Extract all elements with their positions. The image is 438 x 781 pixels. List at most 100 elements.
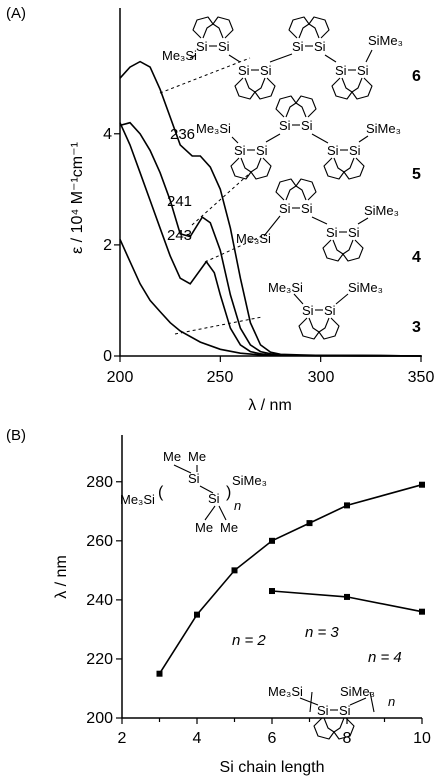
peak-label-236: 236 — [170, 126, 195, 143]
annotation-n3: n = 3 — [305, 624, 339, 641]
compound-number-6: 6 — [412, 68, 421, 85]
si-si-unit: Si Si — [230, 143, 272, 180]
series-line-1 — [158, 483, 423, 675]
data-point — [231, 567, 238, 574]
si-atom: Si — [218, 39, 230, 54]
x-tick-label: 4 — [193, 730, 202, 747]
si-si-unit: Si Si — [192, 16, 234, 54]
data-point — [419, 608, 425, 615]
data-point — [269, 537, 275, 544]
si-atom: Si — [335, 63, 347, 78]
si-atom: Si — [292, 39, 304, 54]
structure-bracket: ) — [226, 484, 231, 501]
guide-line-5 — [191, 172, 251, 226]
si-atom: Si — [256, 143, 268, 158]
structure-text: Si — [208, 491, 220, 506]
x-tick-label: 8 — [343, 730, 352, 747]
ring-bridge — [323, 717, 345, 733]
y-tick-label: 260 — [86, 533, 113, 550]
structure-text: Me₃Si — [268, 280, 303, 295]
si-atom: Si — [349, 143, 361, 158]
structure-bracket: ( — [158, 484, 164, 501]
ring-bridge — [308, 317, 330, 333]
x-tick-label: 300 — [308, 369, 335, 386]
si-atom: Si — [339, 703, 351, 718]
chain-bonds — [293, 293, 349, 305]
guide-line-3 — [174, 316, 263, 335]
structure-text: Me₃Si — [196, 121, 231, 136]
si-si-unit: Si Si — [234, 63, 276, 100]
y-tick-label: 200 — [86, 710, 113, 727]
x-tick-label: 2 — [118, 730, 127, 747]
si-si-unit: Si Si — [323, 143, 365, 180]
ring-outline — [275, 178, 317, 201]
y-tick-label: 220 — [86, 651, 113, 668]
compound-number-4: 4 — [412, 249, 421, 266]
structure-text: SiMe₃ — [368, 33, 403, 48]
panel-a-curves — [119, 60, 422, 357]
data-point — [344, 502, 350, 509]
x-tick-label: 6 — [268, 730, 277, 747]
structure-text: Me₃Si — [236, 231, 271, 246]
structure-text: n — [234, 498, 241, 513]
structure-text: SiMe₃ — [232, 473, 267, 488]
ring-outline — [275, 95, 317, 118]
panel-b: (B) 2 4 6 8 10 200 220 240 260 280 Si ch… — [6, 427, 431, 776]
x-tick-label: 250 — [207, 369, 234, 386]
si-atom: Si — [301, 201, 313, 216]
annotation-n2: n = 2 — [232, 632, 266, 649]
structure-text: SiMe₃ — [348, 280, 383, 295]
structure-bicyclic: Me₃Si SiMe₃ n Si Si — [268, 684, 395, 740]
compound-number-5: 5 — [412, 166, 421, 183]
ring-outline — [234, 77, 276, 100]
si-atom: Si — [196, 39, 208, 54]
panel-b-label: (B) — [6, 427, 26, 444]
ring-outline — [288, 16, 330, 39]
chain-bonds — [189, 49, 373, 63]
ring-outline — [298, 317, 340, 340]
ring-bridge — [285, 185, 307, 201]
si-si-unit: Si Si — [298, 303, 340, 340]
ring-bridge — [333, 157, 355, 173]
panel-a-y-ticks: 0 2 4 — [103, 126, 112, 365]
si-si-unit: Si Si — [275, 95, 317, 133]
panel-a-y-axis-label: ε / 10⁴ M⁻¹cm⁻¹ — [69, 142, 86, 254]
data-point — [306, 520, 313, 527]
ring-outline — [322, 239, 364, 262]
data-point — [269, 588, 275, 595]
y-tick-label: 280 — [86, 474, 113, 491]
ring-outline — [230, 157, 272, 180]
data-point — [156, 670, 163, 677]
si-atom: Si — [238, 63, 250, 78]
structure-3: Me₃Si SiMe₃ Si Si — [268, 280, 383, 340]
panel-a-tick-marks — [114, 133, 422, 362]
data-point — [194, 611, 200, 618]
structure-permethyl: Me Me Si Me₃Si ( Si ) SiMe₃ n Me Me — [120, 449, 267, 535]
si-si-unit: Si Si — [331, 63, 373, 100]
panel-a: (A) 200 250 300 350 0 2 4 λ / nm ε / 10⁴… — [6, 5, 434, 414]
ring-outline — [192, 16, 234, 39]
si-si-unit: Si Si — [275, 178, 317, 216]
structure-bonds — [173, 464, 227, 521]
structure-6: Me₃Si Si Si Si Si Si Si Si Si SiMe₃ — [162, 16, 403, 100]
si-atom: Si — [279, 201, 291, 216]
y-tick-label: 2 — [103, 237, 112, 254]
ring-bridge — [244, 77, 266, 93]
y-tick-label: 4 — [103, 126, 112, 143]
structure-text: SiMe₃ — [366, 121, 401, 136]
ring-bridge — [298, 23, 320, 39]
si-atom: Si — [324, 303, 336, 318]
x-tick-label: 200 — [107, 369, 134, 386]
structure-text: Me₃Si — [162, 48, 197, 63]
si-atom: Si — [357, 63, 369, 78]
si-si-unit: Si Si — [313, 703, 355, 740]
ring-outline — [331, 77, 373, 100]
structure-text: Me — [220, 520, 238, 535]
si-si-unit: Si Si — [322, 225, 364, 262]
guide-line-4 — [204, 235, 263, 263]
si-atom: Si — [314, 39, 326, 54]
y-tick-label: 0 — [103, 348, 112, 365]
peak-label-241: 241 — [167, 193, 192, 210]
structure-text: SiMe₃ — [340, 684, 375, 699]
structure-text: Me — [163, 449, 181, 464]
